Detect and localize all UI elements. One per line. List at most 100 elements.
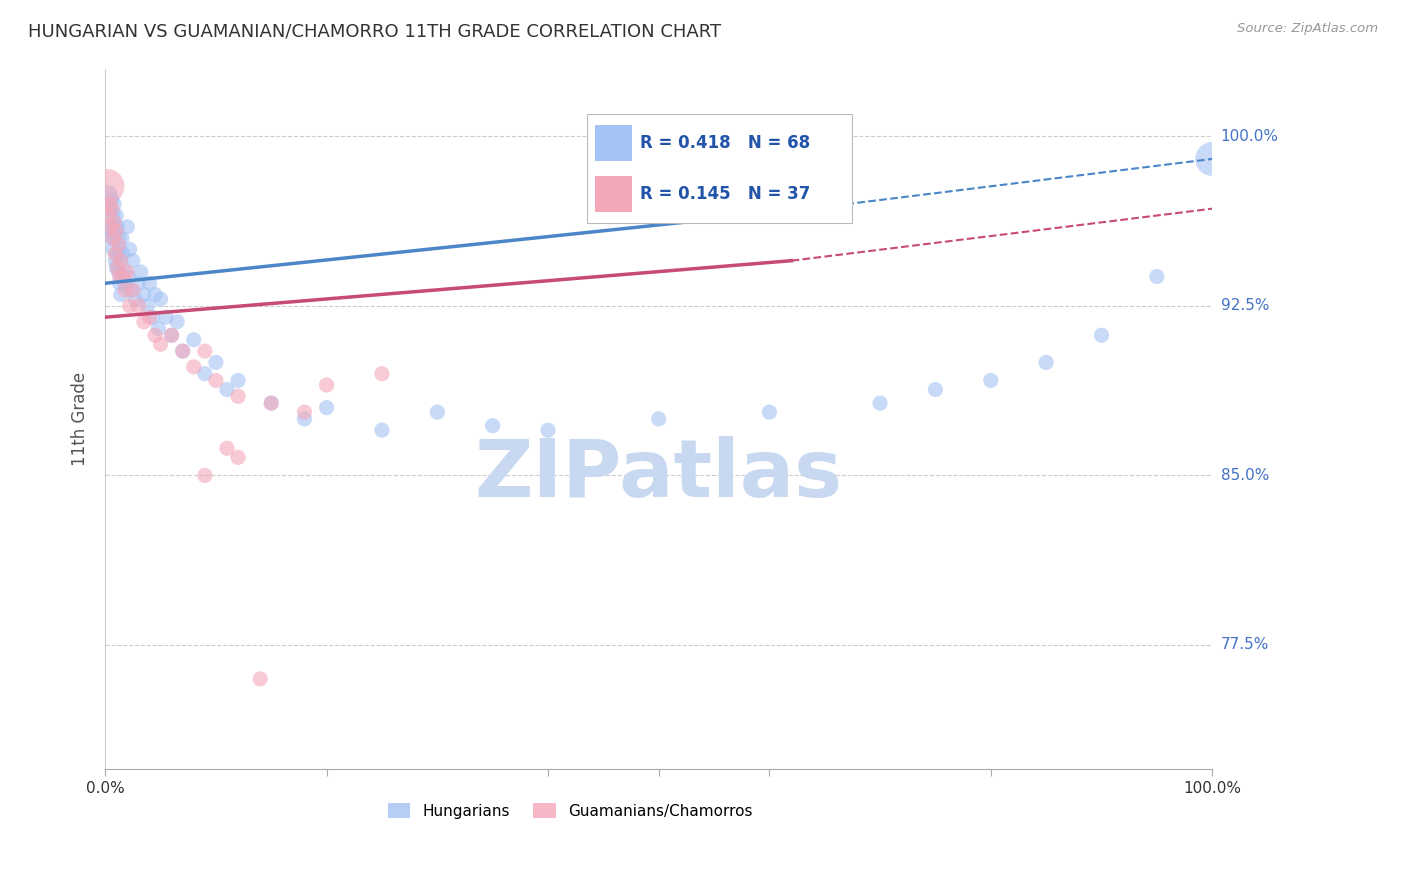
- Point: [138, 277, 160, 291]
- Point: [183, 333, 205, 347]
- Point: [1090, 328, 1112, 343]
- Point: [160, 328, 183, 343]
- Point: [97, 209, 120, 223]
- Text: ZIPatlas: ZIPatlas: [475, 436, 842, 514]
- Point: [647, 412, 669, 426]
- Point: [101, 231, 124, 245]
- Text: 77.5%: 77.5%: [1220, 638, 1268, 652]
- Point: [172, 344, 194, 359]
- Point: [426, 405, 449, 419]
- Point: [143, 328, 166, 343]
- Point: [226, 374, 249, 388]
- Point: [315, 378, 337, 392]
- Point: [103, 197, 125, 211]
- Point: [118, 299, 141, 313]
- Point: [166, 315, 188, 329]
- Point: [118, 243, 141, 257]
- Text: 100.0%: 100.0%: [1220, 128, 1278, 144]
- Point: [1201, 152, 1223, 166]
- Point: [149, 337, 172, 351]
- Point: [101, 209, 124, 223]
- Point: [142, 310, 165, 325]
- Point: [226, 450, 249, 465]
- Point: [249, 672, 271, 686]
- Point: [127, 277, 149, 291]
- Point: [117, 265, 139, 279]
- Point: [537, 423, 560, 437]
- Point: [111, 231, 134, 245]
- Point: [371, 367, 394, 381]
- Point: [138, 310, 160, 325]
- Point: [132, 315, 155, 329]
- Point: [114, 283, 136, 297]
- Point: [105, 224, 128, 238]
- Point: [127, 299, 149, 313]
- Point: [149, 292, 172, 306]
- Point: [101, 224, 124, 238]
- Point: [104, 253, 127, 268]
- Point: [260, 396, 283, 410]
- Point: [924, 383, 946, 397]
- Point: [194, 468, 217, 483]
- Point: [294, 405, 316, 419]
- Point: [136, 299, 159, 313]
- Point: [101, 202, 124, 216]
- Point: [105, 219, 128, 234]
- Point: [205, 374, 228, 388]
- Point: [148, 321, 170, 335]
- Point: [105, 260, 128, 275]
- Point: [108, 243, 131, 257]
- Point: [980, 374, 1002, 388]
- Text: HUNGARIAN VS GUAMANIAN/CHAMORRO 11TH GRADE CORRELATION CHART: HUNGARIAN VS GUAMANIAN/CHAMORRO 11TH GRA…: [28, 22, 721, 40]
- Point: [100, 219, 122, 234]
- Y-axis label: 11th Grade: 11th Grade: [72, 372, 89, 466]
- Point: [97, 197, 120, 211]
- Point: [122, 253, 145, 268]
- Point: [143, 287, 166, 301]
- Point: [96, 179, 118, 194]
- Point: [869, 396, 891, 410]
- Point: [315, 401, 337, 415]
- Point: [1146, 269, 1168, 284]
- Point: [758, 405, 780, 419]
- Text: 92.5%: 92.5%: [1220, 299, 1270, 313]
- Point: [100, 202, 122, 216]
- Point: [97, 219, 120, 234]
- Point: [215, 383, 238, 397]
- Point: [107, 237, 129, 252]
- Point: [98, 197, 121, 211]
- Point: [110, 253, 132, 268]
- Point: [103, 231, 125, 245]
- Point: [104, 219, 127, 234]
- Point: [260, 396, 283, 410]
- Point: [110, 253, 132, 268]
- Text: Source: ZipAtlas.com: Source: ZipAtlas.com: [1237, 22, 1378, 36]
- Text: 85.0%: 85.0%: [1220, 468, 1268, 483]
- Point: [160, 328, 183, 343]
- Point: [110, 287, 132, 301]
- Point: [112, 265, 135, 279]
- Point: [111, 269, 134, 284]
- Point: [183, 359, 205, 374]
- Point: [104, 247, 127, 261]
- Point: [122, 283, 145, 297]
- Point: [105, 247, 128, 261]
- Point: [481, 418, 503, 433]
- Point: [226, 389, 249, 403]
- Legend: Hungarians, Guamanians/Chamorros: Hungarians, Guamanians/Chamorros: [381, 797, 759, 825]
- Point: [124, 292, 146, 306]
- Point: [294, 412, 316, 426]
- Point: [155, 310, 177, 325]
- Point: [172, 344, 194, 359]
- Point: [108, 269, 131, 284]
- Point: [114, 277, 136, 291]
- Point: [101, 243, 124, 257]
- Point: [1035, 355, 1057, 369]
- Point: [129, 265, 152, 279]
- Point: [111, 247, 134, 261]
- Point: [117, 219, 139, 234]
- Point: [108, 277, 131, 291]
- Point: [100, 231, 122, 245]
- Point: [107, 265, 129, 279]
- Point: [215, 442, 238, 456]
